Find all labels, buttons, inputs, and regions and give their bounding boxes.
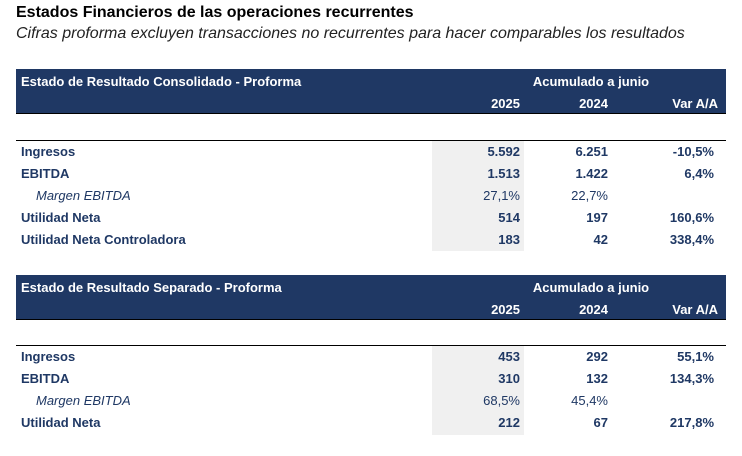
consolidated-income-table: Estado de Resultado Consolidado - Profor… xyxy=(16,69,726,251)
column-header-var: Var A/A xyxy=(672,96,718,111)
value-2025: 5.592 xyxy=(487,144,520,159)
value-2025: 453 xyxy=(498,349,520,364)
row-label: Margen EBITDA xyxy=(36,393,131,408)
column-header-2024: 2024 xyxy=(579,302,608,317)
value-var: 55,1% xyxy=(677,349,714,364)
value-var: 217,8% xyxy=(669,415,714,430)
header-divider xyxy=(16,113,726,114)
table-row: Margen EBITDA 68,5% 45,4% xyxy=(16,389,726,411)
table-header: Estado de Resultado Consolidado - Profor… xyxy=(16,69,726,113)
value-var: -10,5% xyxy=(672,144,714,159)
body-divider xyxy=(16,140,726,141)
value-var: 160,6% xyxy=(669,210,714,225)
page-title: Estados Financieros de las operaciones r… xyxy=(16,4,414,21)
value-2025: 310 xyxy=(498,371,520,386)
separate-income-table: Estado de Resultado Separado - Proforma … xyxy=(16,275,726,435)
row-label: EBITDA xyxy=(21,166,70,181)
value-var: 134,3% xyxy=(669,371,714,386)
table-row: Margen EBITDA 27,1% 22,7% xyxy=(16,184,726,206)
body-divider xyxy=(16,345,726,346)
period-label: Acumulado a junio xyxy=(532,74,650,89)
row-label: EBITDA xyxy=(21,371,70,386)
current-year-shade xyxy=(432,345,524,435)
column-header-2025: 2025 xyxy=(491,96,520,111)
value-2024: 292 xyxy=(586,349,608,364)
value-2025: 1.513 xyxy=(487,166,520,181)
row-label: Utilidad Neta xyxy=(21,415,101,430)
value-2025: 68,5% xyxy=(483,393,520,408)
value-var: 338,4% xyxy=(669,232,714,247)
column-header-2024: 2024 xyxy=(579,96,608,111)
table-row: Ingresos 5.592 6.251 -10,5% xyxy=(16,140,726,162)
value-2024: 45,4% xyxy=(571,393,608,408)
value-2024: 67 xyxy=(593,415,608,430)
table-row: Ingresos 453 292 55,1% xyxy=(16,345,726,367)
table-title: Estado de Resultado Separado - Proforma xyxy=(21,280,282,295)
value-2024: 1.422 xyxy=(575,166,608,181)
value-2024: 197 xyxy=(586,210,608,225)
row-label: Ingresos xyxy=(21,144,76,159)
value-2024: 6.251 xyxy=(575,144,608,159)
row-label: Margen EBITDA xyxy=(36,188,131,203)
header-divider xyxy=(16,319,726,320)
page-subtitle: Cifras proforma excluyen transacciones n… xyxy=(16,25,685,42)
row-label: Utilidad Neta xyxy=(21,210,101,225)
value-2025: 183 xyxy=(498,232,520,247)
row-label: Ingresos xyxy=(21,349,76,364)
table-header: Estado de Resultado Separado - Proforma … xyxy=(16,275,726,319)
table-row: EBITDA 1.513 1.422 6,4% xyxy=(16,162,726,184)
table-row: EBITDA 310 132 134,3% xyxy=(16,367,726,389)
table-row: Utilidad Neta 514 197 160,6% xyxy=(16,206,726,228)
table-row: Utilidad Neta Controladora 183 42 338,4% xyxy=(16,228,726,250)
column-header-var: Var A/A xyxy=(672,302,718,317)
table-title: Estado de Resultado Consolidado - Profor… xyxy=(21,74,302,89)
value-2025: 27,1% xyxy=(483,188,520,203)
value-2024: 132 xyxy=(586,371,608,386)
row-label: Utilidad Neta Controladora xyxy=(21,232,186,247)
value-2024: 42 xyxy=(593,232,608,247)
value-2025: 212 xyxy=(498,415,520,430)
column-header-2025: 2025 xyxy=(491,302,520,317)
table-row: Utilidad Neta 212 67 217,8% xyxy=(16,411,726,433)
value-2025: 514 xyxy=(498,210,520,225)
value-var: 6,4% xyxy=(684,166,714,181)
current-year-shade xyxy=(432,140,524,251)
period-label: Acumulado a junio xyxy=(532,280,650,295)
value-2024: 22,7% xyxy=(571,188,608,203)
